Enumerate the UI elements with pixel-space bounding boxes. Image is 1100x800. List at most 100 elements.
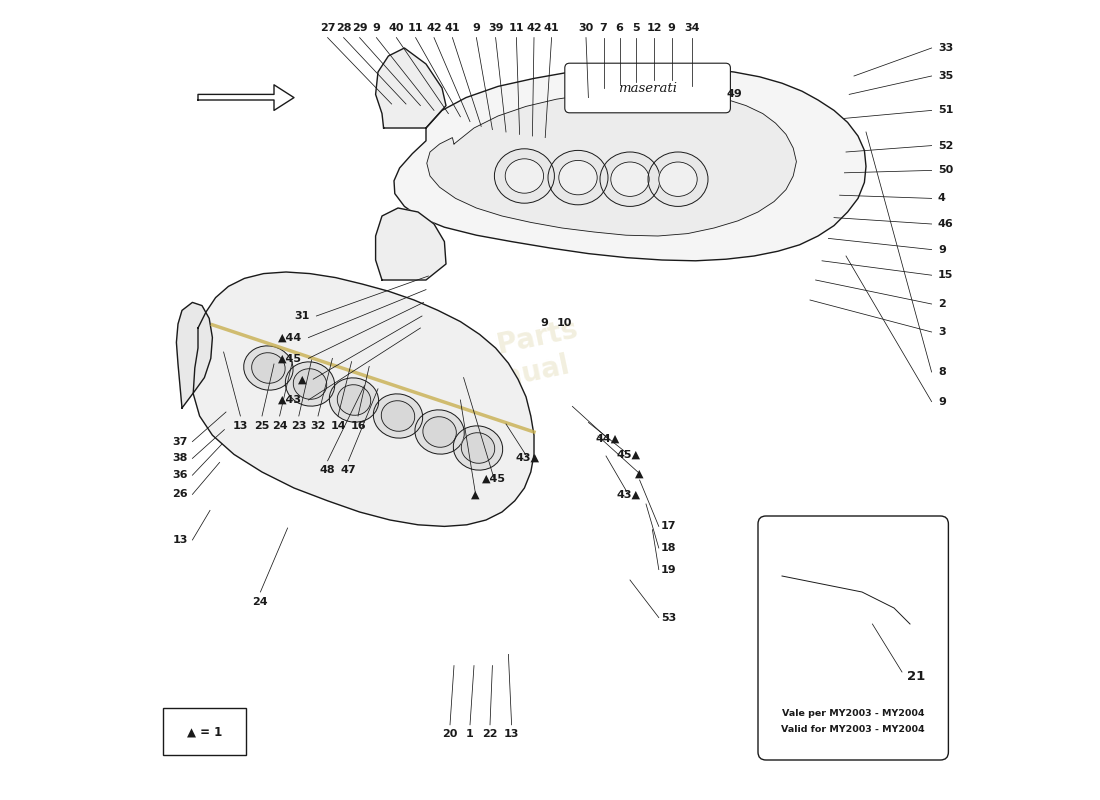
Ellipse shape <box>373 394 422 438</box>
Text: 34: 34 <box>684 23 701 33</box>
Text: 41: 41 <box>444 23 460 33</box>
Text: 1: 1 <box>466 730 474 739</box>
Ellipse shape <box>244 346 293 390</box>
Text: 46: 46 <box>938 219 954 229</box>
Text: 24: 24 <box>253 597 268 606</box>
Polygon shape <box>427 91 796 236</box>
Text: 42: 42 <box>426 23 442 33</box>
Text: 49: 49 <box>726 90 741 99</box>
Text: 41: 41 <box>543 23 560 33</box>
Text: ▲44: ▲44 <box>277 333 302 342</box>
Text: 18: 18 <box>661 543 676 553</box>
Text: 47: 47 <box>341 466 356 475</box>
Text: 17: 17 <box>661 522 676 531</box>
Text: 51: 51 <box>938 106 954 115</box>
Ellipse shape <box>548 150 608 205</box>
Text: 30: 30 <box>579 23 594 33</box>
Text: 35: 35 <box>938 71 954 81</box>
Text: 8: 8 <box>938 367 946 377</box>
Text: Vale per MY2003 - MY2004: Vale per MY2003 - MY2004 <box>782 709 924 718</box>
Ellipse shape <box>415 410 464 454</box>
Text: 43▲: 43▲ <box>516 453 540 462</box>
Text: 9: 9 <box>668 23 675 33</box>
Text: ▲45: ▲45 <box>278 354 303 363</box>
Text: 14: 14 <box>330 421 345 430</box>
Ellipse shape <box>338 385 371 415</box>
Text: 4: 4 <box>938 194 946 203</box>
Text: 11: 11 <box>508 23 525 33</box>
Ellipse shape <box>453 426 503 470</box>
Ellipse shape <box>382 401 415 431</box>
Text: 48: 48 <box>320 466 336 475</box>
Polygon shape <box>176 302 212 408</box>
Text: 37: 37 <box>173 437 188 446</box>
FancyBboxPatch shape <box>564 63 730 113</box>
Text: 53: 53 <box>661 613 676 622</box>
Text: 11: 11 <box>408 23 424 33</box>
Text: 9: 9 <box>373 23 381 33</box>
Text: 50: 50 <box>938 166 954 175</box>
Text: 23: 23 <box>292 421 307 430</box>
Text: 9: 9 <box>540 318 548 328</box>
Text: 38: 38 <box>173 454 188 463</box>
Text: 12: 12 <box>647 23 662 33</box>
FancyBboxPatch shape <box>758 516 948 760</box>
Ellipse shape <box>494 149 554 203</box>
Text: 21: 21 <box>908 670 925 682</box>
Text: 2: 2 <box>938 299 946 309</box>
Text: 39: 39 <box>488 23 504 33</box>
Text: 6: 6 <box>616 23 624 33</box>
Text: 44▲: 44▲ <box>595 434 619 443</box>
Text: 19: 19 <box>661 565 676 574</box>
Ellipse shape <box>559 160 597 195</box>
Text: 43▲: 43▲ <box>616 490 640 499</box>
Ellipse shape <box>461 433 495 463</box>
Text: 32: 32 <box>310 421 326 430</box>
Text: 22: 22 <box>482 730 497 739</box>
Text: 13: 13 <box>173 535 188 545</box>
Ellipse shape <box>659 162 697 196</box>
Text: Valid for MY2003 - MY2004: Valid for MY2003 - MY2004 <box>781 725 925 734</box>
Text: ▲43: ▲43 <box>278 395 303 405</box>
Text: 13: 13 <box>233 421 249 430</box>
Text: 7: 7 <box>600 23 607 33</box>
Text: 5: 5 <box>631 23 639 33</box>
Text: 52: 52 <box>938 141 954 150</box>
Text: 3: 3 <box>938 327 946 337</box>
Ellipse shape <box>648 152 708 206</box>
Text: 10: 10 <box>557 318 572 328</box>
Ellipse shape <box>505 158 543 194</box>
Text: 36: 36 <box>173 470 188 480</box>
Text: 33: 33 <box>938 43 954 53</box>
Text: 24: 24 <box>272 421 287 430</box>
Text: 40: 40 <box>388 23 404 33</box>
Text: 9: 9 <box>473 23 481 33</box>
Text: 16: 16 <box>350 421 366 430</box>
Ellipse shape <box>285 362 334 406</box>
Text: ▲ = 1: ▲ = 1 <box>187 725 222 738</box>
Polygon shape <box>375 48 446 128</box>
Text: maserati: maserati <box>618 82 678 94</box>
Text: 29: 29 <box>352 23 367 33</box>
Text: Car Parts
Manual: Car Parts Manual <box>433 315 586 405</box>
Polygon shape <box>198 85 294 110</box>
Ellipse shape <box>422 417 456 447</box>
Text: 31: 31 <box>295 311 310 321</box>
Ellipse shape <box>252 353 285 383</box>
Text: ▲: ▲ <box>471 490 480 499</box>
Text: 20: 20 <box>442 730 458 739</box>
Text: ▲45: ▲45 <box>482 474 506 483</box>
Text: 13: 13 <box>504 730 519 739</box>
Ellipse shape <box>329 378 378 422</box>
Text: 9: 9 <box>938 245 946 254</box>
Polygon shape <box>375 208 446 280</box>
Polygon shape <box>394 67 866 261</box>
Text: 28: 28 <box>336 23 351 33</box>
Text: ▲: ▲ <box>636 469 644 478</box>
Text: ▲: ▲ <box>298 374 307 384</box>
Polygon shape <box>194 272 534 526</box>
Ellipse shape <box>294 369 327 399</box>
FancyBboxPatch shape <box>163 708 246 755</box>
Ellipse shape <box>600 152 660 206</box>
Text: 9: 9 <box>938 397 946 406</box>
